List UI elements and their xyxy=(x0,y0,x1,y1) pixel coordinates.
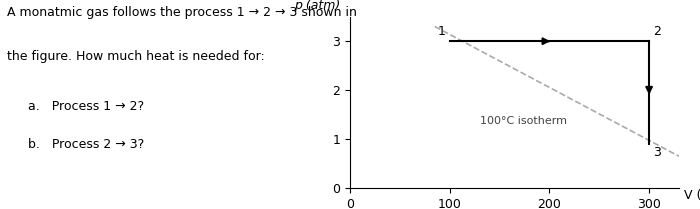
Text: 3: 3 xyxy=(653,146,661,159)
Text: 100°C isotherm: 100°C isotherm xyxy=(480,116,566,126)
Text: 2: 2 xyxy=(653,25,661,38)
Text: b.   Process 2 → 3?: b. Process 2 → 3? xyxy=(28,138,144,151)
Text: A monatmic gas follows the process 1 → 2 → 3 shown in: A monatmic gas follows the process 1 → 2… xyxy=(7,6,357,19)
Text: a.   Process 1 → 2?: a. Process 1 → 2? xyxy=(28,100,144,113)
Text: the figure. How much heat is needed for:: the figure. How much heat is needed for: xyxy=(7,50,265,63)
Text: V (cm³): V (cm³) xyxy=(684,189,700,202)
Text: 1: 1 xyxy=(438,25,446,38)
Text: p (atm): p (atm) xyxy=(294,0,340,12)
